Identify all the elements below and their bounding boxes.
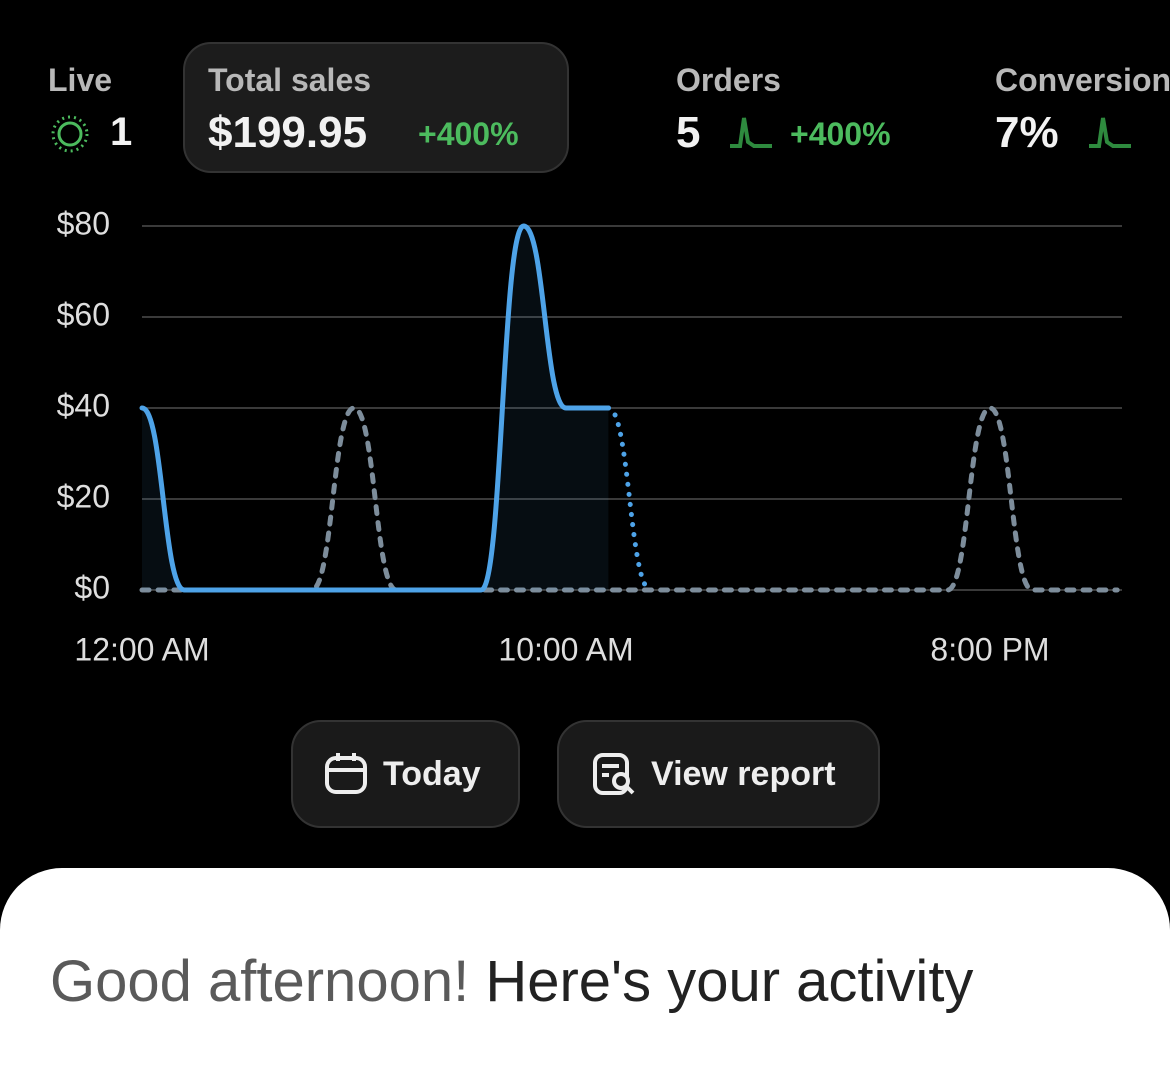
page: {"stats": [ {"label": "Live", "value": "… [0, 42, 1170, 1068]
stat-change: +400% [790, 116, 891, 152]
stat-change: +400% [418, 116, 519, 152]
y-tick-label: $80 [57, 205, 110, 241]
stat-label: Orders [676, 62, 781, 98]
chart: $0 $20 $40 $60 $80 12:00 AM 10:00 AM 8:00 PM [57, 205, 1122, 667]
calendar-icon [325, 753, 367, 794]
stat-clip: Conversion 7% [995, 50, 1170, 170]
live-icon [51, 115, 89, 153]
stat-label: Live [48, 62, 113, 98]
greeting-lead: Good afternoon! [50, 949, 470, 1014]
sparkline [730, 117, 772, 148]
screen: Live 1 Total sales $199.95 +400% Orders … [0, 42, 1170, 1068]
stat-label: Conversion [995, 62, 1170, 98]
stat-value: 1 [110, 110, 133, 154]
sparkline [1089, 117, 1131, 148]
view-report-button[interactable]: View report [557, 720, 880, 828]
series-line [139, 405, 1120, 593]
stat-value: 7% [995, 108, 1059, 157]
x-tick-label: 12:00 AM [74, 631, 209, 667]
y-tick-label: $20 [57, 478, 110, 514]
area-fill [142, 226, 609, 590]
selected-stat-card[interactable] [183, 42, 569, 173]
y-tick-label: $60 [57, 296, 110, 332]
series-line-partial [605, 405, 654, 593]
stat-label: Total sales [208, 62, 372, 98]
stat-value: $199.95 [208, 108, 368, 157]
x-tick-label: 8:00 PM [930, 631, 1049, 667]
greeting: Good afternoon! Here's your activity [50, 948, 973, 1015]
greeting-rest: Here's your activity [485, 949, 974, 1014]
x-tick-label: 10:00 AM [498, 631, 633, 667]
stat-value: 5 [676, 108, 701, 157]
button-label: View report [651, 754, 836, 793]
bottom-sheet [0, 868, 1170, 1068]
today-button[interactable]: Today [291, 720, 520, 828]
y-tick-label: $40 [57, 387, 110, 423]
report-icon [593, 753, 635, 795]
y-tick-label: $0 [74, 569, 110, 605]
button-label: Today [383, 754, 481, 793]
series-line [139, 223, 611, 593]
